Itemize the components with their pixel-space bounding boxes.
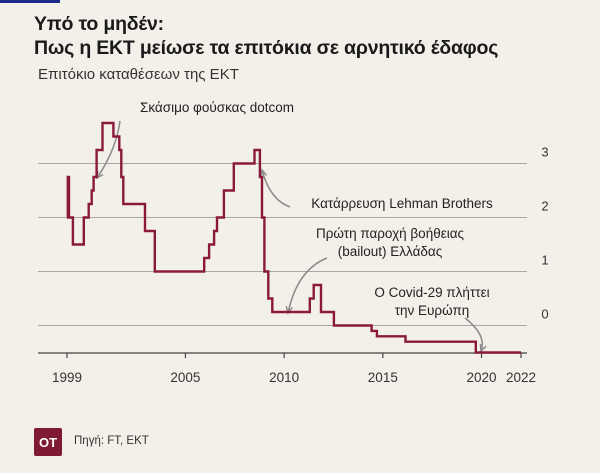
annotation-dotcom-leader [96,120,121,179]
series-line-deposit-rate [66,121,521,354]
y-tick-label: 0 [541,307,548,322]
annotation-lehman-arrowhead [259,168,268,178]
x-tick-label: 2022 [506,370,536,385]
annotation-covid-text: την Ευρώπη [395,303,470,318]
page-title: Υπό το μηδέν: Πως η ΕΚΤ μείωσε τα επιτόκ… [34,12,498,60]
top-accent-bar [0,0,60,3]
x-tick-label: 1999 [52,370,82,385]
series-layer [66,121,521,354]
grid-layer: 0 1 2 3 [38,145,549,326]
annotation-covid-leader [464,317,483,352]
annotation-lehman-text: Κατάρρευση Lehman Brothers [311,196,493,211]
x-tick-label: 2020 [466,370,496,385]
y-tick-label: 3 [541,145,548,160]
annotation-lehman-leader [261,169,291,208]
annotation-bailout-leader [287,257,328,314]
title-line-2: Πως η ΕΚΤ μείωσε τα επιτόκια σε αρνητικό… [34,37,499,59]
annotation-dotcom-text: Σκάσιμο φούσκας dotcom [140,100,294,115]
annotation-covid-text: Ο Covid-29 πλήττει [374,285,489,300]
x-tick-label: 2015 [368,370,398,385]
annotation-bailout-text: (bailout) Ελλάδας [338,244,443,259]
x-tick-label: 2005 [170,370,200,385]
title-line-1: Υπό το μηδέν: [34,13,164,35]
y-tick-label: 1 [541,253,548,268]
chart-subtitle: Επιτόκιο καταθέσεων της ΕΚΤ [38,66,239,83]
source-note: Πηγή: FT, EKT [74,435,149,447]
y-tick-label: 2 [541,199,548,214]
ot-logo: ΟΤ [34,428,62,456]
annotation-covid-arrowhead [479,343,487,353]
annotation-bailout-text: Πρώτη παροχή βοήθειας [316,226,465,241]
x-tick-label: 2010 [269,370,299,385]
annotation-layer: Σκάσιμο φούσκας dotcom Κατάρρευση Lehman … [96,100,493,353]
axis-layer: 1999 2005 2010 2015 2020 2022 [38,352,536,385]
